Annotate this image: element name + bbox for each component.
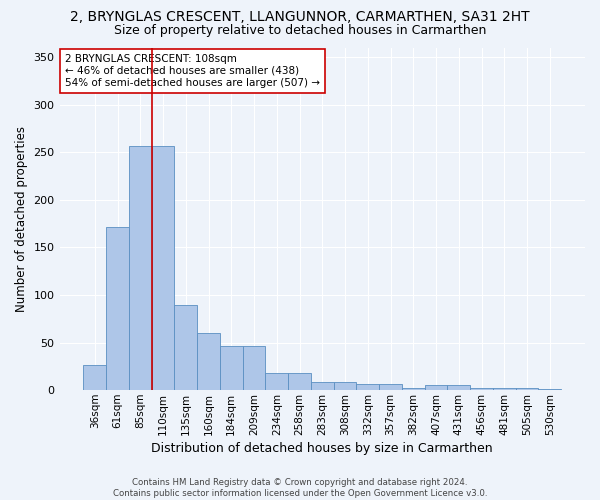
Bar — [311, 382, 334, 390]
Bar — [152, 146, 175, 390]
Text: 2 BRYNGLAS CRESCENT: 108sqm
← 46% of detached houses are smaller (438)
54% of se: 2 BRYNGLAS CRESCENT: 108sqm ← 46% of det… — [65, 54, 320, 88]
Text: Contains HM Land Registry data © Crown copyright and database right 2024.
Contai: Contains HM Land Registry data © Crown c… — [113, 478, 487, 498]
Y-axis label: Number of detached properties: Number of detached properties — [15, 126, 28, 312]
Bar — [83, 366, 106, 390]
Bar — [242, 346, 265, 390]
Bar — [425, 386, 448, 390]
Bar — [334, 382, 356, 390]
X-axis label: Distribution of detached houses by size in Carmarthen: Distribution of detached houses by size … — [151, 442, 493, 455]
Bar — [379, 384, 402, 390]
Bar — [288, 373, 311, 390]
Bar — [493, 388, 515, 390]
Bar — [538, 389, 561, 390]
Bar — [470, 388, 493, 390]
Bar — [402, 388, 425, 390]
Text: Size of property relative to detached houses in Carmarthen: Size of property relative to detached ho… — [114, 24, 486, 37]
Bar — [175, 306, 197, 390]
Bar — [448, 386, 470, 390]
Bar — [356, 384, 379, 390]
Bar — [197, 333, 220, 390]
Bar — [129, 146, 152, 390]
Text: 2, BRYNGLAS CRESCENT, LLANGUNNOR, CARMARTHEN, SA31 2HT: 2, BRYNGLAS CRESCENT, LLANGUNNOR, CARMAR… — [70, 10, 530, 24]
Bar — [515, 388, 538, 390]
Bar — [220, 346, 242, 390]
Bar — [106, 228, 129, 390]
Bar — [265, 373, 288, 390]
